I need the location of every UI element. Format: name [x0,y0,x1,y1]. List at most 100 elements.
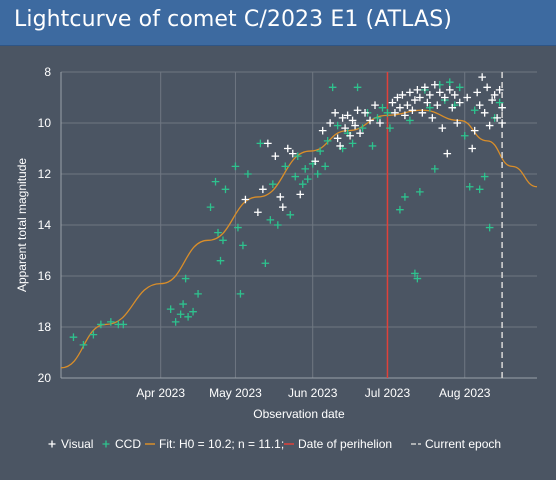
ccd-point [401,193,409,201]
visual-point [438,124,447,132]
visual-point [338,114,347,122]
ccd-point [353,83,362,92]
legend-label-current-epoch: Current epoch [425,437,501,451]
visual-point [283,144,292,153]
visual-point [356,129,364,137]
ccd-point [286,211,295,219]
ccd-point [269,180,277,188]
ccd-point [411,269,419,278]
ccd-point [171,318,180,326]
visual-point [288,149,297,158]
ccd-point [475,185,484,194]
ccd-point [416,188,424,196]
visual-point [331,109,339,117]
ccd-point [396,205,404,214]
ccd-point [378,103,387,112]
visual-point [423,98,432,107]
visual-point [416,93,424,102]
x-tick-label: Aug 2023 [439,386,491,400]
visual-point [391,109,399,117]
legend-marker-ccd [102,440,110,448]
ccd-point [194,290,202,298]
y-tick-label: 10 [38,116,52,130]
ccd-point [184,313,192,321]
visual-point [241,195,250,204]
legend-label-visual: Visual [61,437,93,451]
visual-point [468,144,477,153]
ccd-point [206,203,215,211]
ccd-point [234,223,242,232]
visual-point [455,98,464,107]
visual-point [431,80,439,89]
visual-point [411,96,419,104]
legend-marker-visual [48,440,56,448]
visual-point [311,157,319,166]
ccd-point [455,83,464,92]
ccd-point [316,147,324,155]
visual-point [445,86,454,94]
ccd-point [219,236,227,245]
ccd-point [480,172,489,181]
visual-point [276,193,285,201]
visual-point [443,149,452,158]
ccd-point [470,106,479,115]
ccd-point [291,172,300,181]
visual-point [406,88,414,97]
y-tick-label: 18 [38,320,52,334]
lightcurve-chart: 8 10 12 14 16 18 20 Apr 2023 May 2023 Jun 2023 Jul… [0,46,556,475]
ccd-point [358,124,367,132]
ccd-point [485,223,494,232]
visual-point [259,185,267,194]
ccd-point [266,216,275,224]
visual-point [433,101,442,109]
visual-point [326,119,334,127]
legend-label-fit: Fit: H0 = 10.2; n = 11.1; [159,437,284,451]
visual-point [480,109,489,117]
ccd-point [274,221,282,229]
x-tick-label: May 2023 [209,386,262,400]
page-header: Lightcurve of comet C/2023 E1 (ATLAS) [0,0,556,46]
visual-point [488,96,496,104]
visual-point [296,190,305,199]
visual-point [495,86,504,94]
ccd-point [321,162,329,171]
y-tick-label: 20 [38,371,52,385]
ccd-point [214,228,222,237]
ccd-point [89,330,98,339]
y-tick-label: 12 [38,167,52,181]
ccd-point [231,162,240,171]
ccd-point [256,139,265,148]
ccd-point [348,139,357,148]
ccd-point [239,241,247,250]
visual-point [333,134,342,143]
visual-point [318,126,327,135]
visual-point [463,93,472,102]
visual-point [450,91,459,99]
ccd-point [383,109,392,117]
y-tick-label: 14 [38,218,52,232]
ccd-point [119,320,128,329]
visual-point [396,103,404,112]
visual-point [366,116,374,125]
visual-point [478,73,486,81]
ccd-point [368,142,377,150]
visual-point [271,152,280,160]
ccd-point [328,83,337,92]
legend-item-ccd: CCD [102,437,141,451]
visual-point [343,111,352,120]
x-axis-title: Observation date [253,407,345,421]
visual-point [493,114,501,122]
legend-item-visual: Visual [48,437,93,451]
visual-point [473,88,481,97]
ccd-point [465,182,474,191]
legend-label-perihelion: Date of perihelion [298,437,392,451]
ccd-point [413,274,422,283]
visual-point [393,93,402,102]
ccd-point [211,177,220,186]
ccd-point [333,121,342,130]
visual-point [408,106,417,115]
x-tick-label: Jul 2023 [365,386,411,400]
lightcurve-plot: 8 10 12 14 16 18 20 Apr 2023 May 2023 Jun 2023 Jul… [15,65,537,451]
visual-point [346,131,354,140]
visual-point [371,101,379,109]
